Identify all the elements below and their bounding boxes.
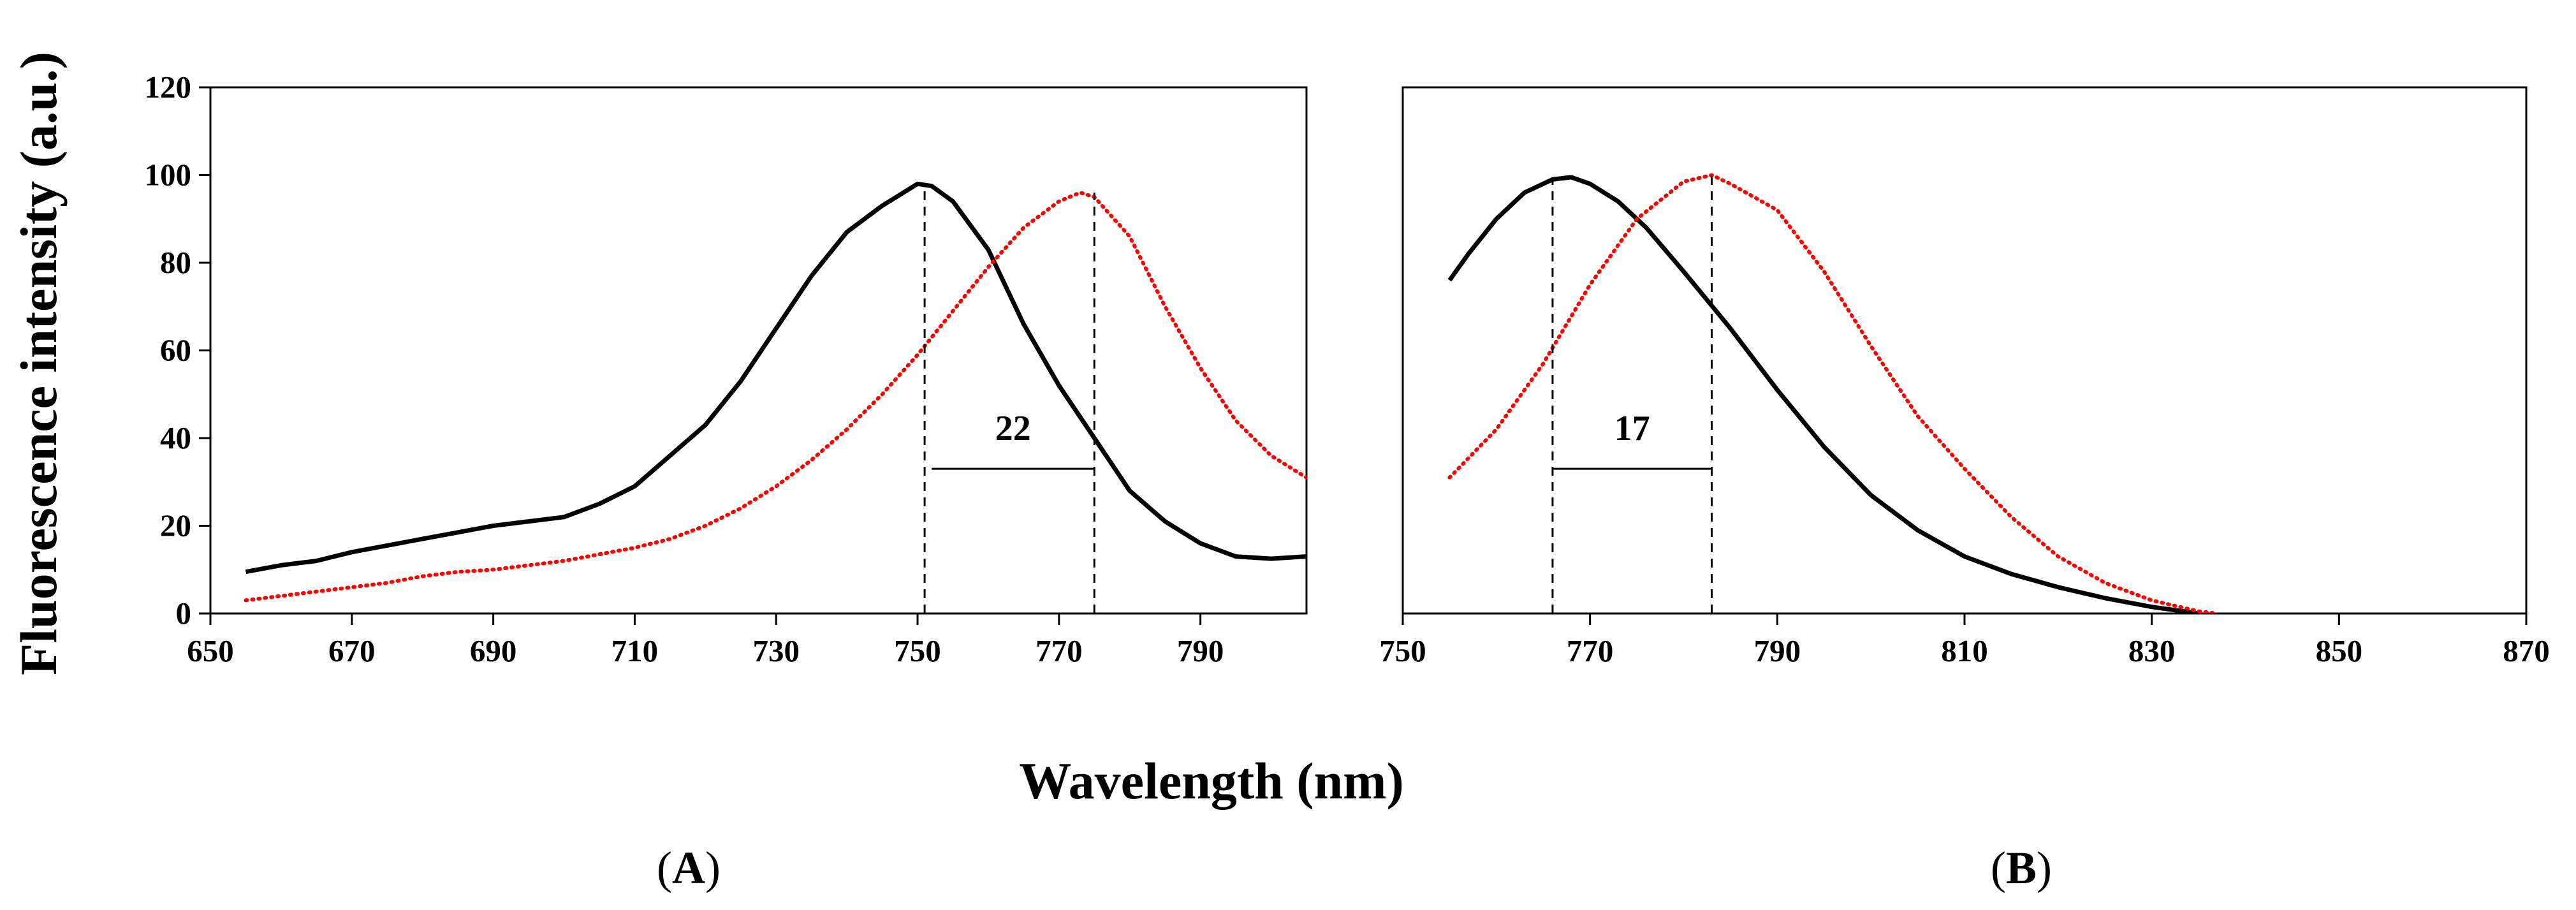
x-axis-title: Wavelength (nm) [1019, 752, 1404, 810]
x-tick-label: 790 [1177, 633, 1224, 668]
x-tick-label: 850 [2316, 633, 2363, 668]
y-tick-label: 0 [176, 596, 192, 631]
x-tick-label: 730 [752, 633, 800, 668]
plot-frame [209, 86, 1308, 615]
plot-frame [1401, 86, 2528, 615]
x-tick-label: 710 [611, 633, 659, 668]
x-tick-label: 670 [328, 633, 376, 668]
series-solid-line [1447, 175, 2199, 613]
x-tick-label: 810 [1941, 633, 1988, 668]
y-tick-label: 80 [160, 245, 191, 280]
series-solid-line [245, 181, 1306, 575]
x-tick-label: 770 [1567, 633, 1614, 668]
x-tick-label: 750 [894, 633, 941, 668]
x-tick-label: 790 [1754, 633, 1801, 668]
shift-label: 22 [995, 409, 1031, 448]
shift-label: 17 [1614, 409, 1650, 448]
series-dotted-line [244, 191, 1306, 603]
y-tick-label: 100 [145, 158, 192, 193]
panel-b: 750 770 790 810 830 850 870 17 [1379, 86, 2550, 668]
y-axis-title: Fluorescence intensity (a.u.) [10, 52, 68, 675]
x-tick-label: 770 [1036, 633, 1083, 668]
x-tick-label: 750 [1379, 633, 1426, 668]
panel-label-a: (A) [657, 842, 721, 893]
panel-label-b: (B) [1991, 842, 2052, 893]
series-dotted-line [1447, 173, 2220, 613]
x-tick-label: 870 [2503, 633, 2550, 668]
x-tick-label: 690 [470, 633, 517, 668]
y-tick-label: 120 [145, 70, 192, 105]
panel-a: 650 670 690 710 730 750 770 790 0 20 40 60 80 100 120 2… [145, 70, 1308, 668]
y-tick-label: 20 [160, 508, 191, 543]
y-tick-label: 60 [160, 333, 191, 368]
x-tick-label: 650 [187, 633, 234, 668]
x-tick-label: 830 [2128, 633, 2176, 668]
y-tick-label: 40 [160, 420, 191, 455]
